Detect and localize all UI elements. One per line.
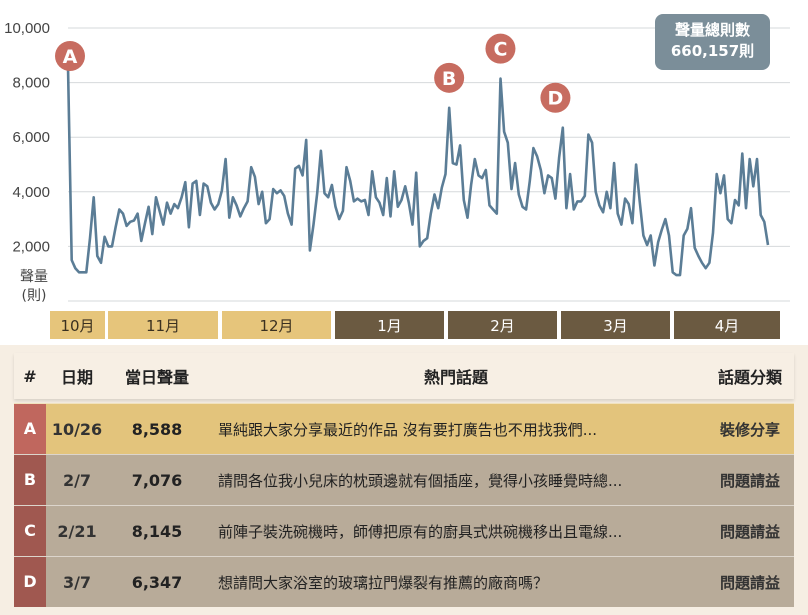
total-volume-title: 聲量總則數	[674, 21, 750, 39]
peak-marker	[434, 62, 465, 93]
header-date: 日期	[60, 368, 93, 387]
row-category: 問題請益	[719, 573, 780, 592]
row-topic: 想請問大家浴室的玻璃拉門爆裂有推薦的廠商嗎？	[218, 573, 549, 592]
month-label: 1月	[377, 317, 402, 335]
row-volume: 6,347	[131, 572, 183, 592]
table-row: D 3/7 6,347 想請問大家浴室的玻璃拉門爆裂有推薦的廠商嗎？ 問題請益	[14, 556, 794, 607]
month-band	[448, 311, 557, 339]
header-category: 話題分類	[717, 368, 782, 387]
month-band	[335, 311, 444, 339]
row-volume: 7,076	[131, 470, 183, 490]
volume-series-line	[66, 66, 770, 277]
row-topic: 請問各位我小兒床的枕頭邊就有個插座，覺得小孩睡覺時總...	[218, 471, 623, 490]
month-label: 4月	[715, 317, 740, 335]
month-label: 10月	[60, 317, 94, 335]
y-tick-label: 10,000	[4, 20, 50, 37]
peak-marker-label: C	[493, 39, 507, 61]
total-volume-value: 660,157則	[670, 42, 755, 60]
month-label: 2月	[490, 317, 515, 335]
header-volume: 當日聲量	[124, 368, 189, 387]
hot-topics-table: # 日期 當日聲量 熱門話題 話題分類 A 10/26 8,588 單純跟大家分…	[14, 353, 794, 607]
month-label: 3月	[603, 317, 628, 335]
table-row: C 2/21 8,145 前陣子裝洗碗機時，師傅把原有的廚具式烘碗機移出且電線.…	[14, 505, 794, 556]
row-date: 10/26	[51, 419, 103, 439]
month-band	[50, 311, 105, 339]
row-index: A	[14, 404, 46, 454]
table-row: B 2/7 7,076 請問各位我小兒床的枕頭邊就有個插座，覺得小孩睡覺時總..…	[14, 454, 794, 505]
row-topic: 前陣子裝洗碗機時，師傅把原有的廚具式烘碗機移出且電線...	[218, 522, 623, 541]
month-label: 11月	[146, 317, 180, 335]
y-tick-label: 6,000	[12, 129, 50, 146]
row-index: C	[14, 506, 46, 556]
month-band	[108, 311, 218, 339]
row-category: 問題請益	[719, 471, 780, 490]
month-band	[222, 311, 331, 339]
total-volume-badge: 聲量總則數 660,157則	[655, 14, 770, 70]
y-axis-unit: (則)	[22, 288, 47, 304]
peak-marker	[485, 33, 516, 64]
peak-marker-label: B	[442, 68, 456, 90]
table-header-row: # 日期 當日聲量 熱門話題 話題分類	[14, 353, 794, 399]
row-topic: 單純跟大家分享最近的作品 沒有要打廣告也不用找我們...	[218, 420, 598, 439]
row-category: 問題請益	[719, 522, 780, 541]
header-topic: 熱門話題	[423, 368, 488, 387]
header-index: #	[23, 366, 37, 386]
row-category: 裝修分享	[719, 420, 780, 439]
row-index: B	[14, 455, 46, 505]
row-index: D	[14, 557, 46, 607]
month-band	[561, 311, 670, 339]
peak-marker-label: A	[63, 46, 78, 68]
y-tick-label: 2,000	[12, 238, 50, 255]
row-date: 3/7	[62, 572, 92, 592]
peak-marker	[55, 41, 85, 71]
table-row: A 10/26 8,588 單純跟大家分享最近的作品 沒有要打廣告也不用找我們.…	[14, 403, 794, 454]
month-label: 12月	[259, 317, 293, 335]
row-date: 2/21	[57, 521, 97, 541]
volume-line-chart: 10,000 8,000 6,000 4,000 2,000 聲量 (則) 10月 11月 12月…	[4, 20, 790, 339]
y-axis-label: 聲量	[20, 268, 48, 285]
row-date: 2/7	[62, 470, 92, 490]
y-tick-label: 8,000	[12, 75, 50, 92]
row-volume: 8,588	[131, 419, 183, 439]
y-tick-label: 4,000	[12, 184, 50, 201]
month-band	[674, 311, 780, 339]
peak-marker-label: D	[548, 88, 564, 110]
row-volume: 8,145	[131, 521, 183, 541]
peak-marker	[540, 82, 571, 113]
